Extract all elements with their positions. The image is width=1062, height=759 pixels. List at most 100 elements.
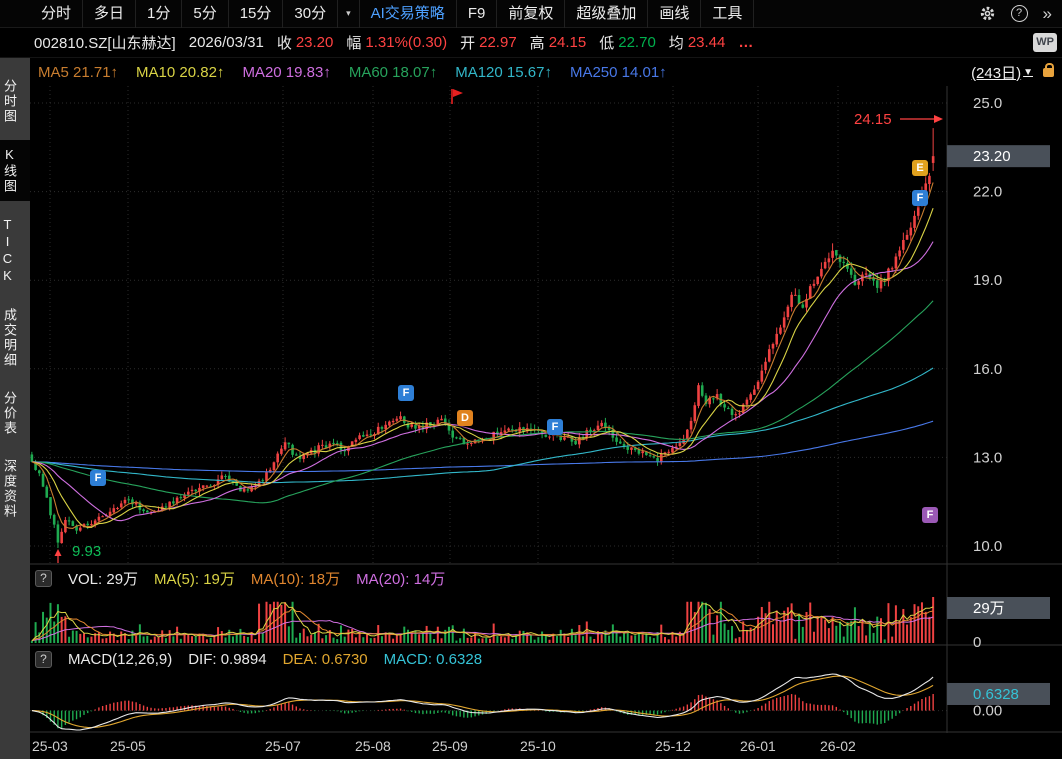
svg-text:19.0: 19.0 <box>973 272 1002 289</box>
time-label: 25-09 <box>432 738 468 754</box>
indicator-reading: MA(20): 14万 <box>356 570 446 588</box>
quote-field: 均 23.44 <box>669 32 726 53</box>
stock-symbol[interactable]: 002810.SZ[山东赫达] <box>34 35 176 52</box>
ma-indicator-bar: MA5 21.71↑ MA10 20.82↑ MA20 19.83↑ MA60 18.… <box>30 58 1062 86</box>
signal-marker-F[interactable]: F <box>922 507 938 523</box>
svg-text:10.0: 10.0 <box>973 538 1002 555</box>
indicator-reading: MA(5): 19万 <box>154 570 235 588</box>
tools-button[interactable]: 工具 <box>701 0 755 28</box>
signal-marker-F[interactable]: F <box>398 385 414 401</box>
forward-adjust-button[interactable]: 前复权 <box>497 0 566 28</box>
indicator-reading: MA(10): 18万 <box>250 570 341 588</box>
left-sidebar: 分时图 K线图 TICK 成交明细分价表深度资料 <box>0 58 30 759</box>
ma-indicator: MA20 19.83↑ <box>242 63 331 81</box>
time-label: 26-01 <box>740 738 776 754</box>
signal-marker-D[interactable]: D <box>457 410 473 426</box>
svg-text:22.0: 22.0 <box>973 184 1002 201</box>
indicator-reading: MACD(12,26,9) <box>68 650 173 668</box>
period-dropdown-caret[interactable]: ▾ <box>338 0 360 28</box>
quote-field: 低 22.70 <box>599 32 656 53</box>
sidebar-item[interactable]: 分时图 <box>2 79 17 124</box>
period-button[interactable]: 5分 <box>182 0 229 28</box>
indicator-reading: MACD: 0.6328 <box>383 650 483 668</box>
signal-marker-E[interactable]: E <box>912 160 928 176</box>
quote-field-value: 22.97 <box>479 34 517 51</box>
top-toolbar: 分时 多日 1分 5分 15分 30分 ▾ AI交易策略 F9 前复权 超级叠加 画线 工… <box>0 0 1062 28</box>
main-area: 分时图 K线图 TICK 成交明细分价表深度资料 MA5 21.71↑ MA10 20.… <box>0 58 1062 759</box>
macd-pane-header: ? MACD(12,26,9) DIF: 0.9894 DEA: 0.6730 MAC… <box>30 646 482 672</box>
svg-text:24.15: 24.15 <box>854 111 892 128</box>
quote-field: 高 24.15 <box>530 32 587 53</box>
quote-more-ellipsis[interactable]: … <box>738 34 754 51</box>
svg-text:16.0: 16.0 <box>973 361 1002 378</box>
ma-indicator: MA5 21.71↑ <box>38 63 119 81</box>
period-button[interactable]: 多日 <box>83 0 137 28</box>
quote-field-value: 22.70 <box>618 34 656 51</box>
help-icon[interactable]: ? <box>1010 5 1028 22</box>
indicator-reading: VOL: 29万 <box>68 570 139 588</box>
ma-indicator: MA10 20.82↑ <box>136 63 225 81</box>
ma-indicator: MA60 18.07↑ <box>348 63 438 81</box>
super-overlay-button[interactable]: 超级叠加 <box>565 0 649 28</box>
period-button[interactable]: 15分 <box>229 0 284 28</box>
quote-field: 开 22.97 <box>460 32 517 53</box>
gear-icon[interactable] <box>979 5 996 22</box>
quote-field-value: 1.31%(0.30) <box>365 34 448 51</box>
sidebar-item[interactable]: 成交明细 <box>2 308 17 368</box>
period-selector: (243日) ▼ <box>971 62 1062 83</box>
quote-field-label: 收 <box>276 35 292 52</box>
help-box-icon[interactable]: ? <box>35 569 52 587</box>
quote-field: 收 23.20 <box>277 32 334 53</box>
sidebar-item[interactable]: TICK <box>0 217 15 285</box>
svg-text:29万: 29万 <box>973 600 1005 617</box>
period-caret-icon[interactable]: ▼ <box>1023 66 1033 78</box>
chart-area: 25.0 22.0 19.0 16.0 13.0 10.0 0 0.00 23.20 29万 0.6… <box>30 86 1062 733</box>
period-button[interactable]: 分时 <box>30 0 84 28</box>
period-button[interactable]: 1分 <box>136 0 183 28</box>
time-label: 25-12 <box>655 738 691 754</box>
svg-text:0.00: 0.00 <box>973 703 1002 720</box>
kline-chart[interactable]: 25.0 22.0 19.0 16.0 13.0 10.0 0 0.00 23.20 29万 0.6… <box>30 86 1062 733</box>
svg-text:0.6328: 0.6328 <box>973 686 1019 703</box>
quote-field: 幅 1.31%(0.30) <box>346 32 447 53</box>
svg-text:0: 0 <box>973 634 981 651</box>
signal-marker-F[interactable]: F <box>547 419 563 435</box>
indicator-reading: DIF: 0.9894 <box>188 650 267 668</box>
quote-field-label: 高 <box>529 35 545 52</box>
ma-indicator: MA120 15.67↑ <box>455 63 552 81</box>
ma-indicator: MA250 14.01↑ <box>569 63 667 81</box>
svg-text:23.20: 23.20 <box>973 148 1011 165</box>
period-button[interactable]: 30分 <box>283 0 339 28</box>
ai-strategy-button[interactable]: AI交易策略 <box>360 0 457 28</box>
more-icon[interactable]: » <box>1042 3 1052 23</box>
quote-field-value: 23.44 <box>687 34 726 51</box>
quote-field-label: 开 <box>460 35 476 52</box>
f9-button[interactable]: F9 <box>457 0 498 28</box>
quote-info-bar: 002810.SZ[山东赫达] 2026/03/31 收 23.20 幅 1.31%(… <box>0 28 1062 58</box>
signal-marker-F[interactable]: F <box>912 190 928 206</box>
svg-text:9.93: 9.93 <box>72 543 101 560</box>
quote-field-label: 均 <box>668 35 684 52</box>
time-label: 25-10 <box>520 738 556 754</box>
volume-pane-header: ? VOL: 29万 MA(5): 19万 MA(10): 18万 MA(20): 1… <box>30 565 445 591</box>
signal-marker-F[interactable]: F <box>90 470 106 486</box>
sidebar-item[interactable]: K线图 <box>0 140 30 201</box>
sidebar-item[interactable]: 深度资料 <box>2 459 17 519</box>
chart-column: MA5 21.71↑ MA10 20.82↑ MA20 19.83↑ MA60 18.… <box>30 58 1062 759</box>
quote-field-label: 幅 <box>346 35 362 52</box>
period-range-label[interactable]: (243日) <box>971 64 1022 82</box>
wp-badge[interactable]: WP <box>1033 33 1057 52</box>
toolbar-icons: ? » <box>979 4 1062 24</box>
indicator-reading: DEA: 0.6730 <box>282 650 368 668</box>
lock-icon[interactable] <box>1043 62 1054 77</box>
time-label: 26-02 <box>820 738 856 754</box>
svg-text:13.0: 13.0 <box>973 449 1002 466</box>
time-label: 25-05 <box>110 738 146 754</box>
sidebar-item[interactable]: 分价表 <box>2 391 17 436</box>
svg-text:25.0: 25.0 <box>973 95 1002 112</box>
quote-field-label: 低 <box>599 35 615 52</box>
help-box-icon[interactable]: ? <box>35 650 52 668</box>
draw-line-button[interactable]: 画线 <box>648 0 702 28</box>
quote-date: 2026/03/31 <box>188 34 264 51</box>
